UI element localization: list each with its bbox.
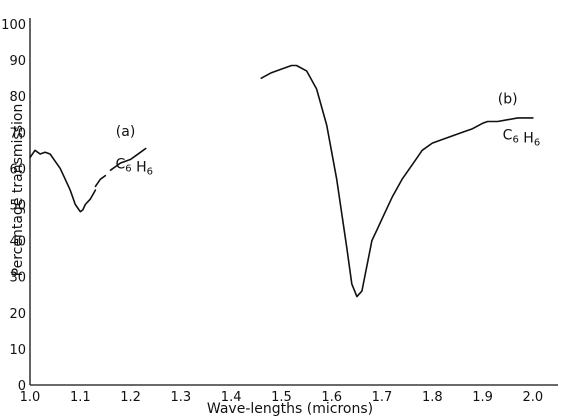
- x-tick-label: 1.5: [271, 390, 292, 405]
- y-tick-label: 70: [9, 126, 26, 141]
- y-tick-label: 50: [9, 199, 26, 214]
- x-tick-label: 1.2: [120, 390, 141, 405]
- series-line: [94, 174, 107, 188]
- series-line: [109, 147, 147, 171]
- series-formula: C6 H6: [503, 128, 541, 149]
- x-axis-title: Wave-lengths (microns): [207, 401, 373, 417]
- series-label: (a): [116, 124, 136, 140]
- x-tick-label: 1.9: [472, 390, 493, 405]
- y-tick-label: 30: [9, 271, 26, 286]
- x-tick-label: 1.4: [221, 390, 242, 405]
- y-tick-label: 60: [9, 162, 26, 177]
- y-tick-labels: 0 10 20 30 40 50 60 70 80 90 100: [1, 18, 26, 394]
- y-tick-label: 40: [9, 235, 26, 250]
- x-tick-label: 1.0: [20, 390, 41, 405]
- y-axis-title: Percentage transmission: [10, 104, 26, 277]
- x-tick-label: 1.1: [70, 390, 91, 405]
- x-tick-label: 1.8: [422, 390, 443, 405]
- y-tick-label: 100: [1, 18, 26, 33]
- x-tick-label: 1.3: [171, 390, 192, 405]
- series-line: [260, 64, 534, 298]
- series-formula: C6 H6: [115, 156, 153, 177]
- y-tick-label: 80: [9, 90, 26, 105]
- axes: [29, 18, 558, 386]
- series-line: [29, 149, 97, 213]
- y-tick-label: 10: [9, 343, 26, 358]
- x-tick-labels: 1.0 1.1 1.2 1.3 1.4 1.5 1.6 1.7 1.8 1.9 2.0: [20, 390, 544, 405]
- x-tick-label: 1.7: [372, 390, 393, 405]
- y-tick-label: 20: [9, 307, 26, 322]
- series-layer: (a) C6 H6 (b) C6 H6: [29, 64, 541, 298]
- y-tick-label: 90: [9, 54, 26, 69]
- x-tick-label: 1.6: [321, 390, 342, 405]
- x-tick-label: 2.0: [523, 390, 544, 405]
- series-label: (b): [498, 91, 518, 107]
- y-tick-label: 0: [18, 379, 26, 394]
